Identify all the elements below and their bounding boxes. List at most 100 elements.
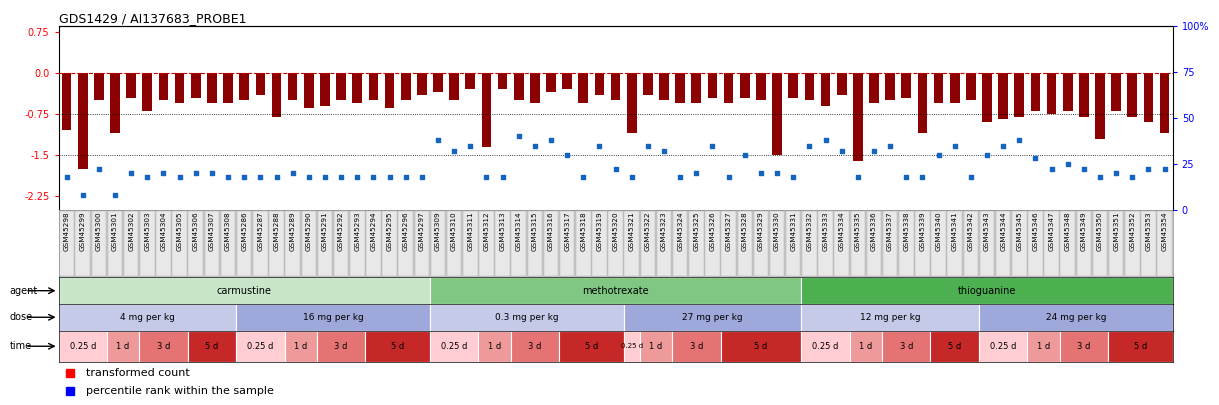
Text: GSM45341: GSM45341 xyxy=(952,211,958,251)
Text: GSM45314: GSM45314 xyxy=(516,211,522,251)
Point xyxy=(880,143,900,149)
FancyBboxPatch shape xyxy=(350,211,364,276)
Text: 24 mg per kg: 24 mg per kg xyxy=(1046,313,1106,322)
FancyBboxPatch shape xyxy=(722,211,736,276)
Bar xyxy=(640,330,672,362)
Bar xyxy=(756,73,766,100)
Text: agent: agent xyxy=(10,286,38,296)
Bar xyxy=(691,73,701,103)
Text: GSM45342: GSM45342 xyxy=(968,211,974,251)
FancyBboxPatch shape xyxy=(479,211,494,276)
Text: GSM45353: GSM45353 xyxy=(1146,211,1152,251)
Bar xyxy=(207,73,217,103)
Text: GSM45296: GSM45296 xyxy=(402,211,408,251)
Text: 5 d: 5 d xyxy=(1134,342,1147,351)
Point xyxy=(961,174,980,180)
FancyBboxPatch shape xyxy=(512,211,525,276)
Text: 0.25 d: 0.25 d xyxy=(620,343,642,349)
Bar xyxy=(284,330,317,362)
Text: GSM45298: GSM45298 xyxy=(63,211,69,251)
Point xyxy=(735,151,755,158)
Bar xyxy=(188,330,236,362)
Point xyxy=(89,166,108,173)
Point xyxy=(299,174,318,180)
Bar xyxy=(1059,330,1108,362)
Point xyxy=(477,174,496,180)
Bar xyxy=(143,73,152,111)
FancyBboxPatch shape xyxy=(1141,211,1156,276)
FancyBboxPatch shape xyxy=(560,211,574,276)
FancyBboxPatch shape xyxy=(1109,211,1124,276)
Bar xyxy=(708,73,717,98)
Text: 0.25 d: 0.25 d xyxy=(812,342,839,351)
Bar xyxy=(659,73,669,100)
Text: percentile rank within the sample: percentile rank within the sample xyxy=(87,386,274,396)
FancyBboxPatch shape xyxy=(366,211,380,276)
Text: GSM45328: GSM45328 xyxy=(742,211,747,251)
Bar xyxy=(511,330,560,362)
Bar xyxy=(560,330,624,362)
Point xyxy=(1009,137,1029,143)
Bar xyxy=(1063,73,1073,111)
Text: GSM45333: GSM45333 xyxy=(823,211,829,251)
Point xyxy=(622,174,641,180)
Point xyxy=(978,151,997,158)
Text: GSM45313: GSM45313 xyxy=(500,211,506,251)
Text: thioguanine: thioguanine xyxy=(958,286,1017,296)
Text: GSM45325: GSM45325 xyxy=(694,211,700,251)
Bar xyxy=(579,73,588,103)
Text: transformed count: transformed count xyxy=(87,369,190,378)
FancyBboxPatch shape xyxy=(963,211,978,276)
Bar xyxy=(562,73,572,90)
Point xyxy=(332,174,351,180)
Text: GSM45304: GSM45304 xyxy=(161,211,167,251)
Text: GSM45349: GSM45349 xyxy=(1081,211,1087,251)
Text: GSM45338: GSM45338 xyxy=(903,211,909,251)
Bar xyxy=(430,277,801,304)
Text: 5 d: 5 d xyxy=(585,342,599,351)
Bar xyxy=(930,330,979,362)
Bar xyxy=(624,304,801,330)
Point xyxy=(606,166,625,173)
Bar xyxy=(801,277,1173,304)
Text: GSM45354: GSM45354 xyxy=(1162,211,1168,251)
Bar xyxy=(624,330,640,362)
FancyBboxPatch shape xyxy=(156,211,171,276)
Point xyxy=(541,137,561,143)
Text: GSM45302: GSM45302 xyxy=(128,211,134,251)
Text: GSM45294: GSM45294 xyxy=(371,211,377,251)
Text: GSM45292: GSM45292 xyxy=(338,211,344,251)
FancyBboxPatch shape xyxy=(463,211,478,276)
Text: 5 d: 5 d xyxy=(755,342,768,351)
Point xyxy=(187,170,206,176)
Text: 3 d: 3 d xyxy=(157,342,171,351)
FancyBboxPatch shape xyxy=(818,211,833,276)
FancyBboxPatch shape xyxy=(802,211,817,276)
Text: GSM45321: GSM45321 xyxy=(629,211,635,251)
Text: 3 d: 3 d xyxy=(334,342,347,351)
Point xyxy=(1058,161,1078,167)
Bar xyxy=(385,73,395,109)
FancyBboxPatch shape xyxy=(786,211,801,276)
Text: GSM45350: GSM45350 xyxy=(1097,211,1103,251)
Point xyxy=(1139,166,1158,173)
FancyBboxPatch shape xyxy=(189,211,204,276)
Point xyxy=(686,170,706,176)
Point xyxy=(655,148,674,154)
Text: GSM45308: GSM45308 xyxy=(226,211,232,251)
Bar xyxy=(530,73,540,103)
Text: 0.25 d: 0.25 d xyxy=(990,342,1017,351)
Bar xyxy=(514,73,523,100)
Text: GSM45335: GSM45335 xyxy=(855,211,861,251)
Text: GSM45306: GSM45306 xyxy=(193,211,199,251)
Bar xyxy=(59,330,107,362)
FancyBboxPatch shape xyxy=(1045,211,1059,276)
FancyBboxPatch shape xyxy=(269,211,284,276)
Point xyxy=(557,151,577,158)
FancyBboxPatch shape xyxy=(980,211,995,276)
Bar xyxy=(430,304,624,330)
Text: GSM45310: GSM45310 xyxy=(451,211,457,251)
Text: GSM45295: GSM45295 xyxy=(386,211,393,251)
Bar xyxy=(801,330,850,362)
Bar xyxy=(223,73,233,103)
